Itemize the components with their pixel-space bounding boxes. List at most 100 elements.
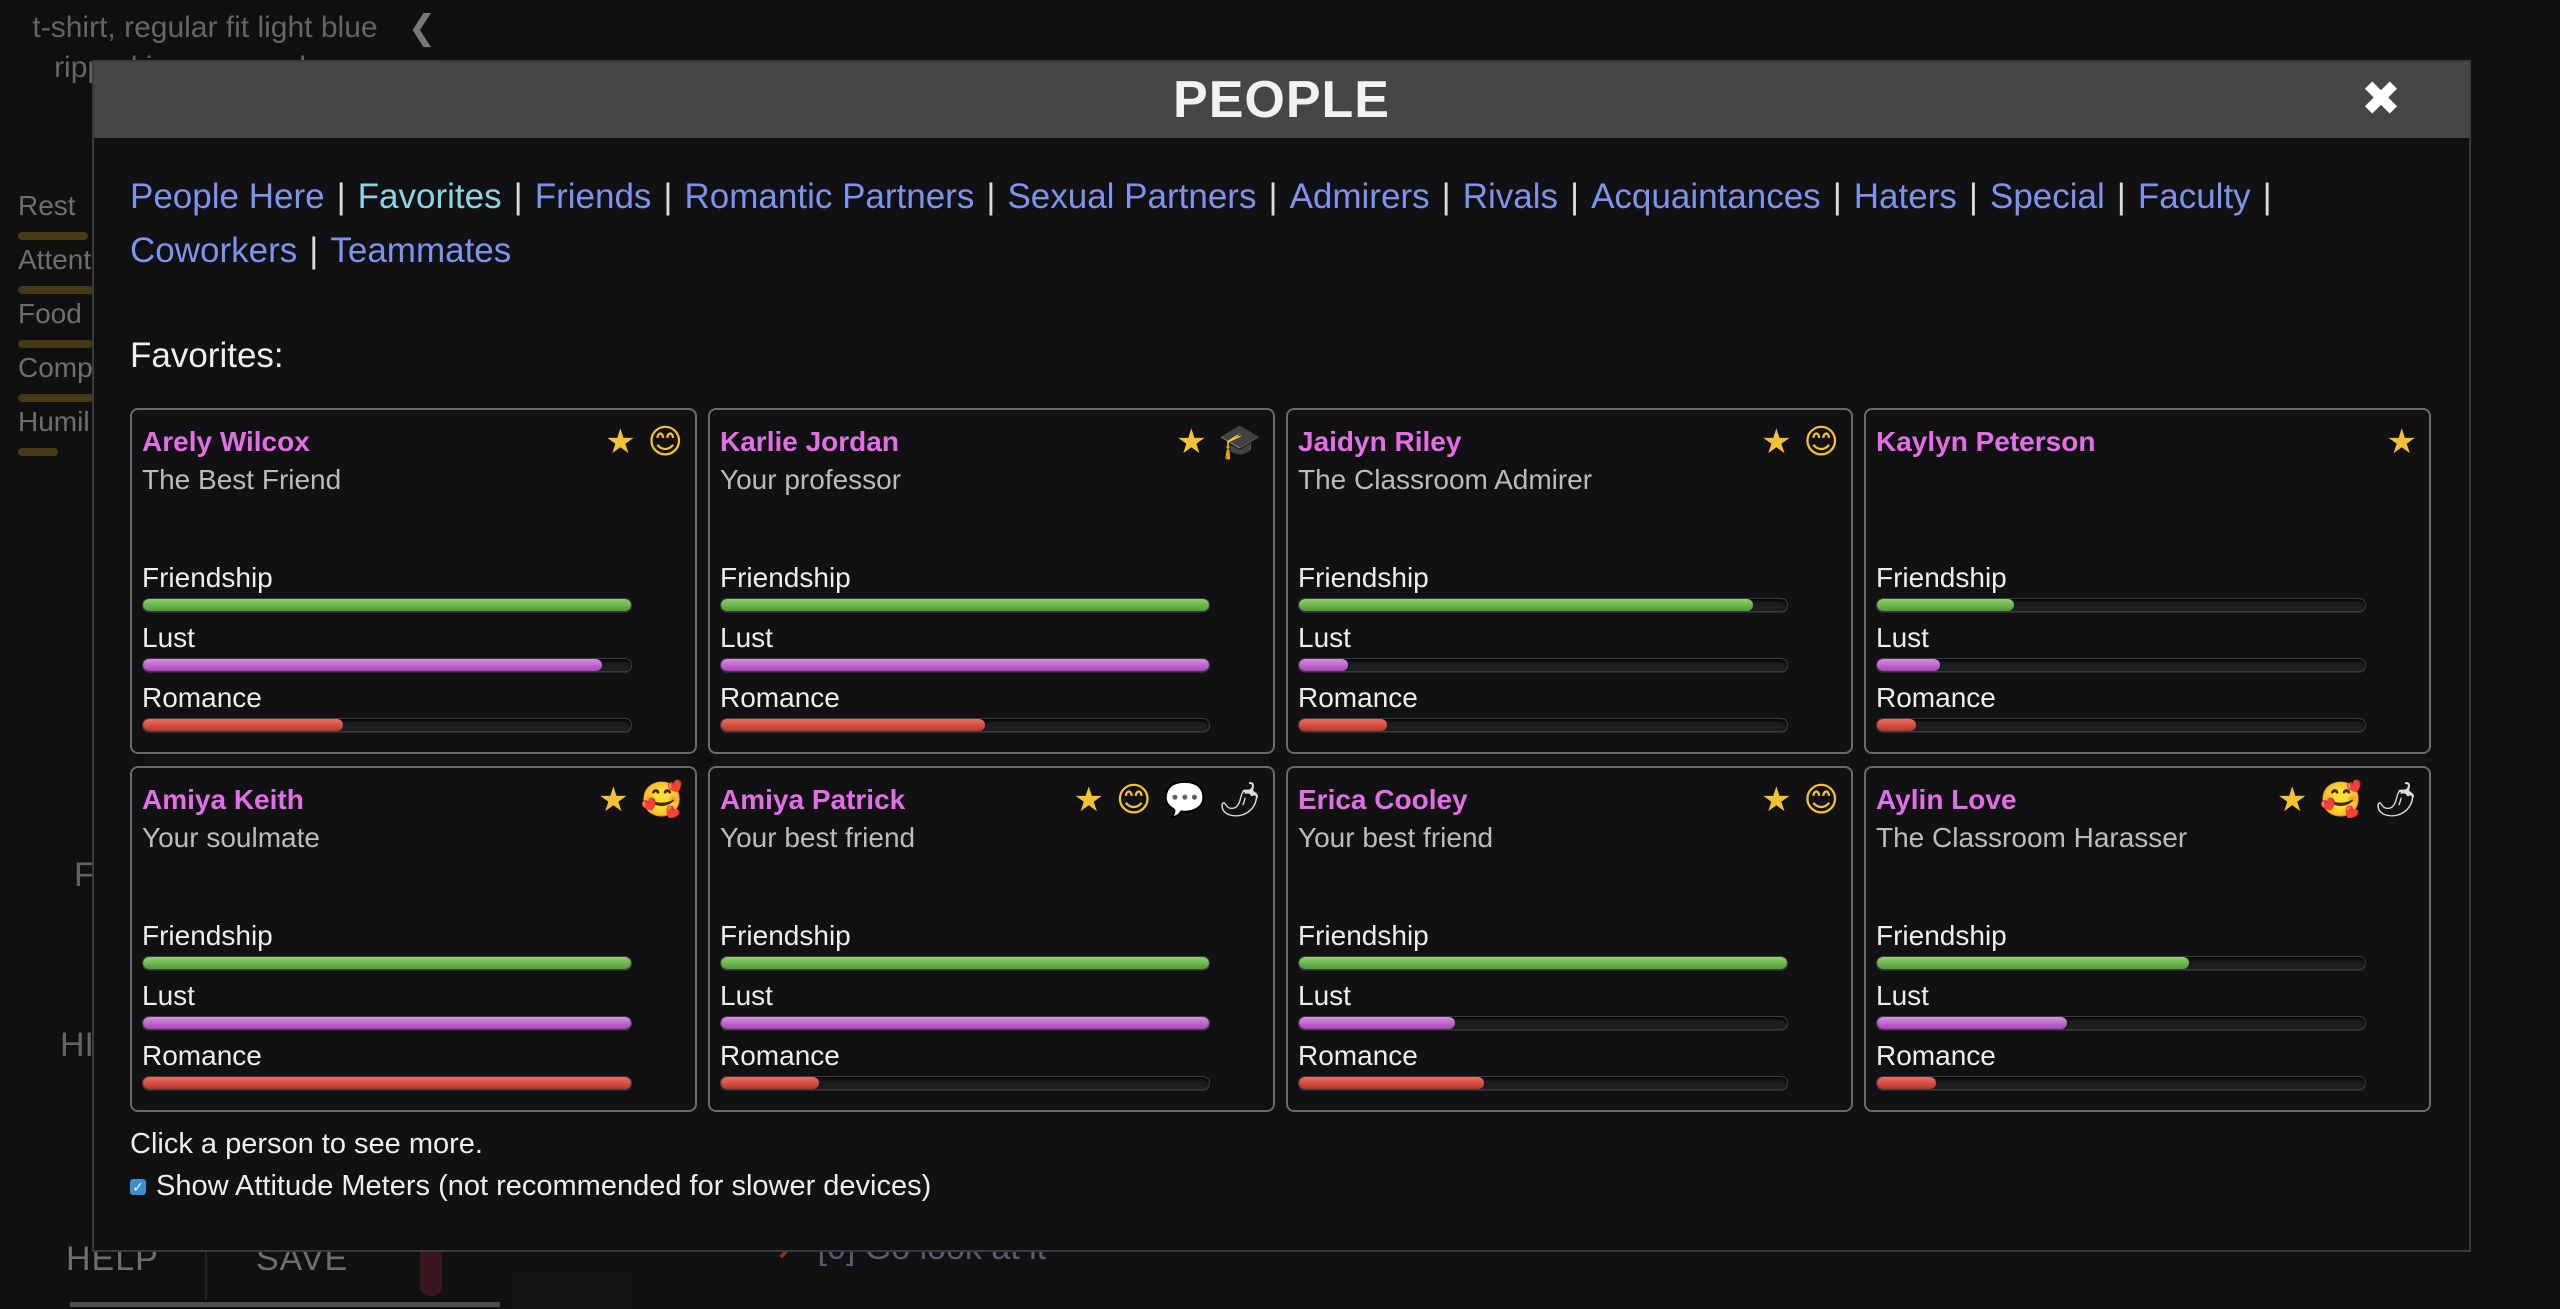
romance-meter-fill: [143, 1077, 631, 1089]
stat-attention-bar: [18, 286, 98, 294]
star-icon: ★: [605, 423, 636, 461]
romance-label: Romance: [142, 1040, 262, 1071]
attitude-meters: Friendship Lust Romance: [142, 562, 632, 742]
friendship-label: Friendship: [1876, 562, 2007, 593]
person-icons: ★ 😊: [605, 422, 683, 462]
tab-friends[interactable]: Friends: [534, 177, 652, 216]
person-card[interactable]: Amiya Keith Your soulmate ★ 🥰 Friendship Lust…: [130, 766, 697, 1112]
person-card[interactable]: Amiya Patrick Your best friend ★ 😊 💬 🌶 Friends…: [708, 766, 1275, 1112]
tab-coworkers[interactable]: Coworkers: [130, 231, 298, 270]
person-card[interactable]: Karlie Jordan Your professor ★ 🎓 Friendship L…: [708, 408, 1275, 754]
smile-icon: 😊: [1803, 423, 1839, 461]
lust-label: Lust: [1876, 980, 1929, 1011]
lust-label: Lust: [1298, 980, 1351, 1011]
tab-separator: |: [1569, 177, 1580, 216]
person-icons: ★ 🥰: [598, 780, 683, 820]
stat-food-label: Food: [18, 298, 82, 329]
friendship-meter: [720, 598, 1210, 612]
lust-meter: [1876, 1016, 2366, 1030]
friendship-meter-fill: [1299, 599, 1753, 611]
romance-meter-fill: [1877, 719, 1917, 731]
friendship-meter: [720, 956, 1210, 970]
tab-separator: |: [1441, 177, 1451, 216]
person-role: Your professor: [720, 464, 902, 495]
collapse-sidebar-icon[interactable]: ❮: [407, 9, 437, 47]
chili-pepper-icon: 🌶: [1217, 781, 1261, 819]
person-icons: ★ 😊 💬 🌶: [1074, 780, 1261, 820]
person-role: Your soulmate: [142, 822, 320, 853]
romance-label: Romance: [1876, 1040, 1996, 1071]
lust-meter-fill: [143, 659, 602, 671]
friendship-meter: [142, 956, 632, 970]
friendship-meter: [1298, 598, 1788, 612]
lust-meter-fill: [1299, 659, 1348, 671]
romance-meter-fill: [1877, 1077, 1936, 1089]
person-card[interactable]: Erica Cooley Your best friend ★ 😊 Friendship…: [1286, 766, 1853, 1112]
tab-admirers[interactable]: Admirers: [1289, 177, 1430, 216]
person-card[interactable]: Aylin Love The Classroom Harasser ★ 🥰 🌶 Frien…: [1864, 766, 2431, 1112]
person-role: The Best Friend: [142, 464, 342, 495]
friendship-meter-fill: [143, 957, 631, 969]
romance-meter-fill: [1299, 1077, 1485, 1089]
lust-meter: [720, 1016, 1210, 1030]
stat-comp-bar: [18, 394, 98, 402]
lust-meter: [1876, 658, 2366, 672]
friendship-label: Friendship: [142, 920, 273, 951]
romance-meter-fill: [721, 719, 985, 731]
star-icon: ★: [598, 781, 629, 819]
close-icon[interactable]: ✖: [2360, 73, 2402, 126]
star-icon: ★: [2277, 781, 2308, 819]
speech-bubble-icon: 💬: [1163, 781, 1206, 819]
person-card[interactable]: Kaylyn Peterson ★ Friendship Lust Romance: [1864, 408, 2431, 754]
romance-label: Romance: [1298, 682, 1418, 713]
romance-meter-fill: [1299, 719, 1387, 731]
star-icon: ★: [1761, 781, 1792, 819]
friendship-label: Friendship: [1876, 920, 2007, 951]
stat-food-bar: [18, 340, 93, 348]
divider: [205, 1230, 207, 1300]
romance-meter: [1876, 1076, 2366, 1090]
person-card[interactable]: Arely Wilcox The Best Friend ★ 😊 Friendship L…: [130, 408, 697, 754]
section-title: Favorites:: [130, 336, 284, 375]
tab-teammates[interactable]: Teammates: [330, 231, 512, 270]
tab-acquaintances[interactable]: Acquaintances: [1591, 177, 1821, 216]
star-icon: ★: [1176, 423, 1207, 461]
friendship-meter-fill: [1877, 599, 2014, 611]
romance-label: Romance: [720, 1040, 840, 1071]
person-card[interactable]: Jaidyn Riley The Classroom Admirer ★ 😊 Frien…: [1286, 408, 1853, 754]
tab-haters[interactable]: Haters: [1853, 177, 1957, 216]
tab-separator: |: [309, 231, 319, 270]
attitude-meters: Friendship Lust Romance: [1298, 920, 1788, 1100]
modal-title: PEOPLE: [1173, 71, 1390, 129]
tab-rivals[interactable]: Rivals: [1462, 177, 1558, 216]
person-role: The Classroom Admirer: [1298, 464, 1593, 495]
stat-humil-label: Humil: [18, 406, 90, 437]
show-meters-option[interactable]: ✓ Show Attitude Meters (not recommended …: [130, 1170, 931, 1203]
person-name: Arely Wilcox: [142, 426, 310, 457]
lust-meter-fill: [721, 1017, 1209, 1029]
show-meters-checkbox[interactable]: ✓: [130, 1178, 146, 1195]
lust-meter-fill: [143, 1017, 631, 1029]
tab-faculty[interactable]: Faculty: [2137, 177, 2251, 216]
sidebar-button-partial[interactable]: F: [74, 856, 95, 894]
modal-header: PEOPLE ✖: [94, 62, 2469, 138]
friendship-meter-fill: [1877, 957, 2190, 969]
sidebar-button-partial[interactable]: HI: [60, 1026, 94, 1064]
lust-label: Lust: [720, 622, 773, 653]
friendship-meter: [1298, 956, 1788, 970]
person-name: Jaidyn Riley: [1298, 426, 1462, 457]
tab-special[interactable]: Special: [1989, 177, 2105, 216]
attitude-meters: Friendship Lust Romance: [142, 920, 632, 1100]
star-icon: ★: [1073, 781, 1105, 819]
lust-meter: [142, 1016, 632, 1030]
lust-meter: [1298, 1016, 1788, 1030]
tab-sexual-partners[interactable]: Sexual Partners: [1007, 177, 1257, 216]
lust-label: Lust: [142, 980, 195, 1011]
tab-people-here[interactable]: People Here: [130, 177, 325, 216]
friendship-meter-fill: [143, 599, 631, 611]
star-icon: ★: [1761, 423, 1792, 461]
tab-romantic-partners[interactable]: Romantic Partners: [684, 177, 975, 216]
tab-favorites[interactable]: Favorites: [357, 177, 502, 216]
lust-label: Lust: [1876, 622, 1929, 653]
tab-separator: |: [336, 177, 346, 216]
